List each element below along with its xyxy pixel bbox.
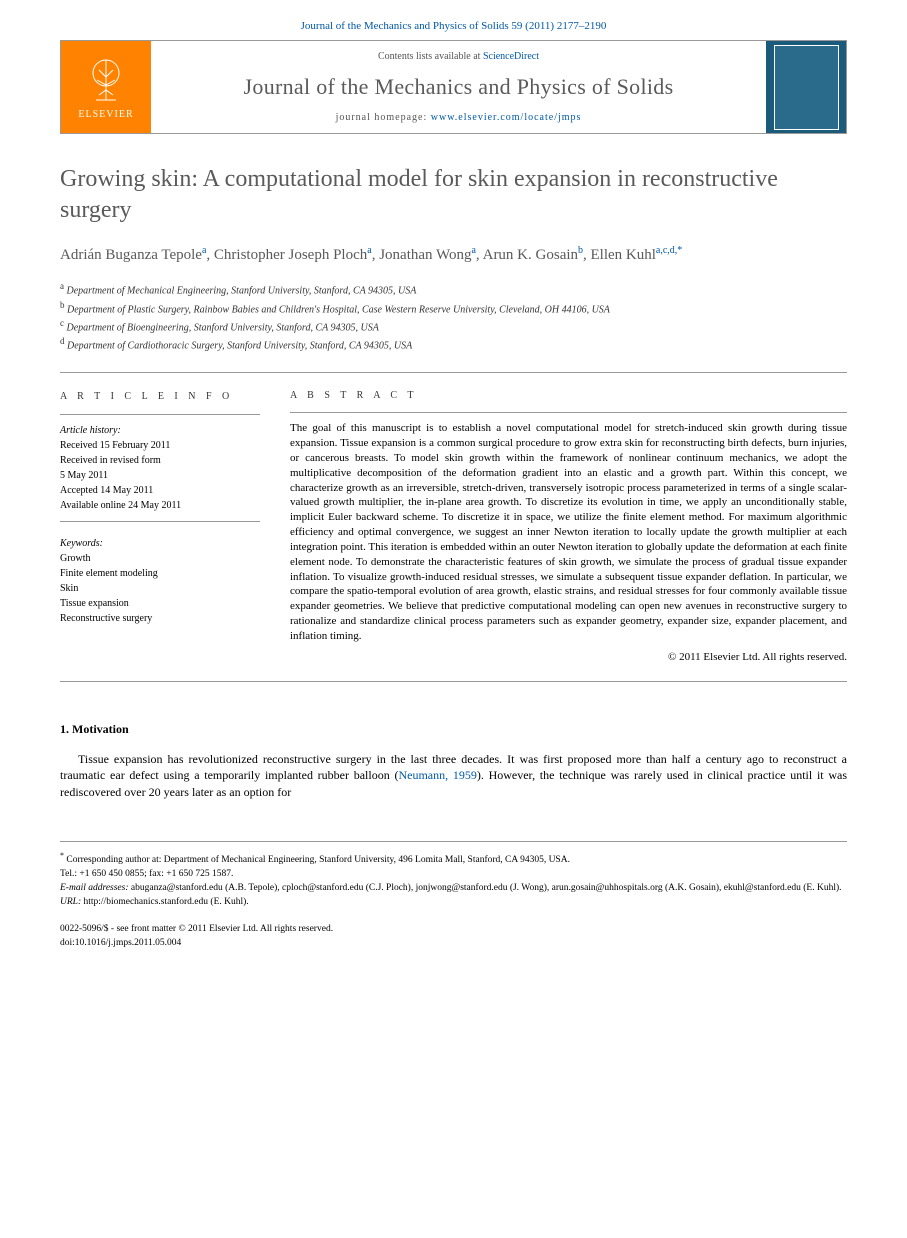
url-label: URL:: [60, 897, 81, 907]
aff-text: Department of Cardiothoracic Surgery, St…: [67, 341, 412, 352]
homepage-line: journal homepage: www.elsevier.com/locat…: [169, 112, 748, 123]
article-title: Growing skin: A computational model for …: [60, 164, 847, 226]
keyword: Finite element modeling: [60, 566, 260, 581]
keyword: Skin: [60, 581, 260, 596]
masthead-center: Contents lists available at ScienceDirec…: [151, 41, 766, 133]
journal-name: Journal of the Mechanics and Physics of …: [169, 74, 748, 100]
abstract-text: The goal of this manuscript is to establ…: [290, 421, 847, 644]
running-header: Journal of the Mechanics and Physics of …: [0, 0, 907, 40]
affiliation-list: a Department of Mechanical Engineering, …: [60, 280, 847, 353]
publisher-block: ELSEVIER: [61, 41, 151, 133]
keywords-label: Keywords:: [60, 536, 260, 551]
masthead: ELSEVIER Contents lists available at Sci…: [60, 40, 847, 134]
divider: [60, 681, 847, 682]
url-text: http://biomechanics.stanford.edu (E. Kuh…: [84, 897, 249, 907]
url-line: URL: http://biomechanics.stanford.edu (E…: [60, 896, 847, 910]
history-label: Article history:: [60, 423, 260, 438]
elsevier-tree-icon: [81, 55, 131, 105]
journal-cover-thumb: [774, 45, 839, 130]
body-paragraph: Tissue expansion has revolutionized reco…: [60, 751, 847, 801]
publisher-label: ELSEVIER: [78, 109, 133, 120]
abstract: A B S T R A C T The goal of this manuscr…: [290, 389, 847, 665]
homepage-link[interactable]: www.elsevier.com/locate/jmps: [431, 112, 582, 123]
author: Jonathan Wong: [379, 247, 471, 263]
keyword: Tissue expansion: [60, 596, 260, 611]
history-item: Available online 24 May 2011: [60, 498, 260, 513]
divider: [60, 521, 260, 522]
issn-line: 0022-5096/$ - see front matter © 2011 El…: [60, 923, 847, 936]
abstract-copyright: © 2011 Elsevier Ltd. All rights reserved…: [290, 650, 847, 665]
article-info-heading: A R T I C L E I N F O: [60, 389, 260, 404]
corr-text: Corresponding author at: Department of M…: [66, 855, 570, 865]
history-item: Received in revised form: [60, 453, 260, 468]
keyword: Growth: [60, 551, 260, 566]
keyword: Reconstructive surgery: [60, 611, 260, 626]
author: Ellen Kuhl: [591, 247, 656, 263]
aff-text: Department of Bioengineering, Stanford U…: [67, 322, 379, 333]
aff-mark: b: [60, 300, 65, 310]
aff-text: Department of Plastic Surgery, Rainbow B…: [67, 304, 610, 315]
aff-text: Department of Mechanical Engineering, St…: [67, 286, 417, 297]
email-list: abuganza@stanford.edu (A.B. Tepole), cpl…: [131, 883, 842, 893]
email-line: E-mail addresses: abuganza@stanford.edu …: [60, 882, 847, 896]
doi-line: doi:10.1016/j.jmps.2011.05.004: [60, 937, 847, 950]
author-mark: a: [471, 245, 475, 256]
affiliation: d Department of Cardiothoracic Surgery, …: [60, 335, 847, 353]
cover-block: [766, 41, 846, 133]
citation-link[interactable]: Neumann, 1959: [398, 768, 476, 782]
corr-symbol: *: [60, 851, 64, 860]
aff-mark: d: [60, 336, 65, 346]
aff-mark: a: [60, 281, 64, 291]
history-item: Received 15 February 2011: [60, 438, 260, 453]
email-label: E-mail addresses:: [60, 883, 129, 893]
affiliation: b Department of Plastic Surgery, Rainbow…: [60, 299, 847, 317]
author: Christopher Joseph Ploch: [214, 247, 367, 263]
history-item: Accepted 14 May 2011: [60, 483, 260, 498]
author: Adrián Buganza Tepole: [60, 247, 202, 263]
contents-line: Contents lists available at ScienceDirec…: [169, 51, 748, 62]
homepage-prefix: journal homepage:: [336, 112, 431, 123]
divider: [60, 414, 260, 415]
contents-prefix: Contents lists available at: [378, 51, 483, 62]
affiliation: a Department of Mechanical Engineering, …: [60, 280, 847, 298]
author-list: Adrián Buganza Tepolea, Christopher Jose…: [60, 244, 847, 266]
tel-fax: Tel.: +1 650 450 0855; fax: +1 650 725 1…: [60, 868, 847, 882]
aff-mark: c: [60, 318, 64, 328]
author-mark: a: [367, 245, 371, 256]
divider: [290, 412, 847, 413]
affiliation: c Department of Bioengineering, Stanford…: [60, 317, 847, 335]
section-heading: 1. Motivation: [60, 722, 847, 737]
author: Arun K. Gosain: [483, 247, 578, 263]
history-item: 5 May 2011: [60, 468, 260, 483]
abstract-heading: A B S T R A C T: [290, 389, 847, 403]
article-info: A R T I C L E I N F O Article history: R…: [60, 389, 260, 665]
sciencedirect-link[interactable]: ScienceDirect: [483, 51, 539, 62]
author-mark: b: [578, 245, 583, 256]
corresponding-author: * Corresponding author at: Department of…: [60, 850, 847, 868]
author-mark: a: [202, 245, 206, 256]
footer: * Corresponding author at: Department of…: [60, 841, 847, 950]
author-mark: a,c,d,*: [656, 245, 682, 256]
